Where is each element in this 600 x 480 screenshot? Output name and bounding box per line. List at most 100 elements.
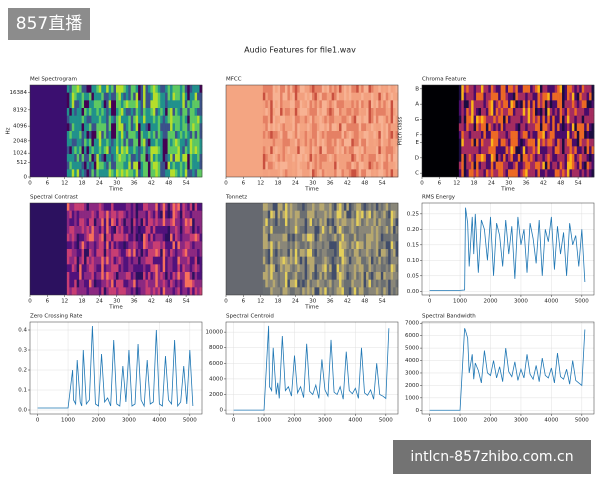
heatmap-cell xyxy=(140,256,144,265)
heatmap-cell xyxy=(138,161,141,170)
heatmap-cell xyxy=(79,85,82,93)
heatmap-cell xyxy=(329,131,332,139)
x-tick-label: 24 xyxy=(488,181,495,187)
heatmap-cell xyxy=(348,272,352,280)
heatmap-cell xyxy=(319,169,323,178)
heatmap-cell xyxy=(91,279,95,288)
heatmap-cell xyxy=(329,233,332,242)
heatmap-cell xyxy=(574,92,578,101)
heatmap-cell xyxy=(189,203,193,211)
heatmap-cell xyxy=(316,146,320,155)
heatmap-cell xyxy=(287,264,291,273)
heatmap-cell xyxy=(182,256,186,265)
heatmap-cell xyxy=(125,169,129,178)
heatmap-cell xyxy=(309,85,313,93)
heatmap-cell xyxy=(329,154,332,162)
heatmap-cell xyxy=(361,226,364,234)
heatmap-cell xyxy=(309,115,313,124)
heatmap-cell xyxy=(76,154,80,162)
heatmap-cell xyxy=(493,161,497,170)
heatmap-cell xyxy=(155,256,159,265)
heatmap-cell xyxy=(522,131,526,139)
heatmap-cell xyxy=(292,123,296,132)
heatmap-cell xyxy=(380,138,384,147)
heatmap-cell xyxy=(192,210,195,219)
heatmap-cell xyxy=(530,161,533,170)
heatmap-cell xyxy=(522,92,526,101)
heatmap-cell xyxy=(294,123,298,132)
heatmap-cell xyxy=(348,249,352,257)
heatmap-cell xyxy=(566,154,570,162)
heatmap-cell xyxy=(351,100,355,109)
heatmap-cell xyxy=(172,92,176,101)
heatmap-cell xyxy=(351,146,355,155)
heatmap-cell xyxy=(358,233,362,242)
heatmap-cell xyxy=(275,131,278,139)
heatmap-cell xyxy=(471,131,474,139)
heatmap-cell xyxy=(91,203,95,211)
heatmap-cell xyxy=(505,108,509,116)
heatmap-cell xyxy=(294,287,298,296)
heatmap-cell xyxy=(66,100,70,109)
heatmap-cell xyxy=(584,138,587,147)
plot-frame xyxy=(421,84,595,178)
heatmap-cell xyxy=(493,146,497,155)
heatmap-cell xyxy=(395,203,399,211)
heatmap-cell xyxy=(535,146,538,155)
heatmap-cell xyxy=(383,249,387,257)
heatmap-cell xyxy=(591,92,595,101)
heatmap-cell xyxy=(309,131,313,139)
heatmap-cell xyxy=(361,233,364,242)
heatmap-cell xyxy=(192,146,195,155)
heatmap-cell xyxy=(272,138,276,147)
heatmap-cell xyxy=(307,233,310,242)
heatmap-cell xyxy=(177,123,181,132)
heatmap-cell xyxy=(358,169,362,178)
heatmap-cell xyxy=(473,131,477,139)
heatmap-cell xyxy=(118,218,122,227)
heatmap-cell xyxy=(133,272,136,280)
heatmap-cell xyxy=(69,123,73,132)
heatmap-cell xyxy=(123,123,127,132)
heatmap-cell xyxy=(581,169,585,178)
heatmap-cell xyxy=(86,115,90,124)
heatmap-cell xyxy=(321,100,325,109)
heatmap-cell xyxy=(170,92,173,101)
heatmap-cell xyxy=(165,226,168,234)
heatmap-cell xyxy=(554,115,558,124)
heatmap-cell xyxy=(366,92,369,101)
heatmap-cell xyxy=(125,100,129,109)
heatmap-cell xyxy=(282,108,286,116)
heatmap-cell xyxy=(571,115,575,124)
heatmap-cell xyxy=(174,169,178,178)
heatmap-cell xyxy=(69,256,73,265)
heatmap-cell xyxy=(329,210,332,219)
heatmap-cell xyxy=(275,161,278,170)
x-tick-label: 48 xyxy=(361,181,368,187)
heatmap-cell xyxy=(375,154,379,162)
heatmap-cell xyxy=(147,154,151,162)
heatmap-cell xyxy=(537,169,541,178)
heatmap-cell xyxy=(152,115,156,124)
heatmap-cell xyxy=(395,123,399,132)
heatmap-cell xyxy=(66,169,70,178)
heatmap-cell xyxy=(525,131,528,139)
heatmap-cell xyxy=(199,131,203,139)
heatmap-cell xyxy=(277,108,281,116)
heatmap-cell xyxy=(287,100,291,109)
heatmap-cell xyxy=(319,100,323,109)
heatmap-cell xyxy=(71,210,75,219)
heatmap-cell xyxy=(152,131,156,139)
heatmap-cell xyxy=(292,218,296,227)
heatmap-cell xyxy=(314,279,318,288)
x-tick-label: 36 xyxy=(523,181,530,187)
heatmap-cell xyxy=(69,154,73,162)
heatmap-cell xyxy=(334,169,337,178)
heatmap-cell xyxy=(197,226,200,234)
heatmap-cell xyxy=(331,287,335,296)
heatmap-cell xyxy=(480,131,484,139)
heatmap-cell xyxy=(76,226,80,234)
heatmap-cell xyxy=(150,92,154,101)
heatmap-cell xyxy=(515,146,519,155)
